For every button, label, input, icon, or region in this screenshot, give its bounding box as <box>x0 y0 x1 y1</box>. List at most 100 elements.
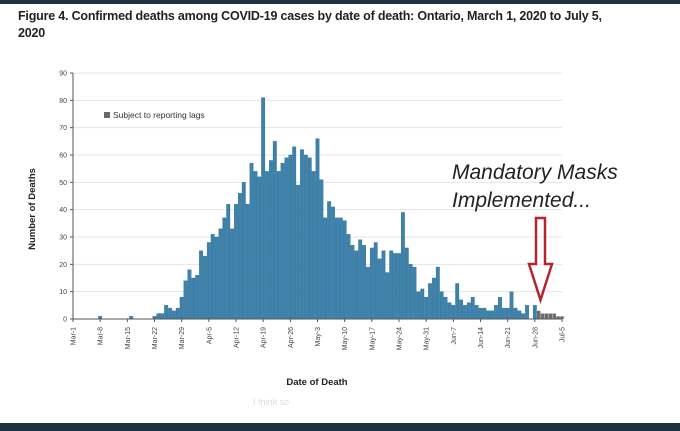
bar <box>358 239 363 320</box>
bar <box>346 234 351 320</box>
x-tick-label: Jun-21 <box>505 327 512 349</box>
x-tick-label: Apr-5 <box>206 327 213 344</box>
bar <box>183 280 188 320</box>
bar <box>412 266 417 320</box>
x-axis-ticks: Mar-1 Mar-8 Mar-15 Mar-22 Mar-29 Apr-5 Apr-12 A… <box>71 319 567 350</box>
bar <box>265 171 269 320</box>
bar <box>253 171 258 320</box>
x-tick-label: Apr-19 <box>261 327 268 348</box>
y-tick-label: 40 <box>59 207 67 214</box>
bar <box>428 283 432 320</box>
y-axis-label: Number of Deaths <box>27 168 38 250</box>
bar <box>214 236 219 320</box>
bar <box>195 275 200 320</box>
bar <box>400 212 405 320</box>
y-tick-label: 0 <box>63 317 67 324</box>
x-tick-label: Jul-5 <box>560 327 567 342</box>
bar <box>300 149 304 320</box>
bar <box>257 176 262 320</box>
bar <box>226 204 231 320</box>
y-tick-label: 80 <box>59 98 67 105</box>
bar <box>350 245 355 320</box>
bar <box>288 154 293 320</box>
bar <box>393 253 398 320</box>
bar <box>451 305 456 320</box>
bar <box>272 141 277 320</box>
bar <box>385 272 390 320</box>
bar <box>354 250 359 320</box>
x-tick-label: Jun-14 <box>478 327 485 349</box>
bar-lag <box>540 313 545 319</box>
bar <box>269 160 273 320</box>
bar <box>513 307 518 320</box>
bar <box>494 305 498 320</box>
bar <box>296 184 300 320</box>
bar <box>517 310 522 320</box>
bar <box>284 157 289 320</box>
gridlines <box>73 72 562 293</box>
bar <box>416 291 421 320</box>
bar <box>323 217 328 320</box>
bar <box>164 305 169 320</box>
x-tick-label: Mar-15 <box>125 327 132 349</box>
bar <box>338 217 343 320</box>
x-tick-label: Mar-29 <box>179 327 186 349</box>
down-arrow-icon <box>527 216 554 305</box>
bar <box>327 201 332 320</box>
bar <box>443 296 448 320</box>
x-tick-label: May-3 <box>315 327 322 347</box>
y-tick-label: 90 <box>59 71 67 78</box>
y-tick-label: 20 <box>59 262 67 269</box>
bar <box>319 179 324 320</box>
bar <box>389 250 394 320</box>
bar <box>168 307 172 320</box>
bar <box>311 171 316 320</box>
bar <box>234 204 238 320</box>
bar <box>179 296 184 320</box>
bar <box>424 296 429 320</box>
y-tick-label: 30 <box>59 235 67 242</box>
bar <box>505 307 510 320</box>
bar <box>172 310 176 320</box>
bar <box>230 228 235 320</box>
bar <box>478 307 483 320</box>
bar-lag <box>536 310 541 319</box>
y-tick-label: 70 <box>59 125 67 132</box>
bar <box>280 163 285 320</box>
chart-title: Figure 4. Confirmed deaths among COVID-1… <box>18 9 602 40</box>
x-tick-label: Jun-7 <box>451 327 458 345</box>
bar <box>397 253 401 320</box>
bar <box>203 255 207 320</box>
x-tick-label: May-31 <box>424 327 431 350</box>
bar-lag <box>548 313 553 319</box>
annotation-line1: Mandatory Masks <box>452 161 618 184</box>
bar-lag <box>552 313 556 319</box>
x-tick-label: Mar-8 <box>98 327 105 345</box>
bar <box>303 154 308 320</box>
bar <box>241 182 246 320</box>
x-tick-label: Apr-12 <box>234 327 241 348</box>
bar <box>369 247 374 320</box>
bar <box>276 171 281 320</box>
bar <box>342 220 347 320</box>
bar <box>191 277 196 320</box>
bar <box>490 310 495 320</box>
bar <box>474 305 479 320</box>
bar <box>408 264 413 320</box>
x-tick-label: May-17 <box>369 327 376 350</box>
bar <box>237 193 242 320</box>
bar-lag <box>544 313 549 319</box>
x-tick-label: May-24 <box>397 327 404 350</box>
bar <box>420 288 425 320</box>
bar <box>222 217 227 320</box>
bar-lag <box>556 316 560 319</box>
bar <box>381 250 386 320</box>
bar <box>210 234 215 320</box>
bar-lag <box>560 316 564 319</box>
bar <box>470 296 475 320</box>
chart-page: Figure 4. Confirmed deaths among COVID-1… <box>0 4 680 423</box>
bar <box>261 97 266 320</box>
bar <box>466 302 471 320</box>
x-tick-label: Mar-22 <box>152 327 159 349</box>
bar <box>156 313 161 320</box>
